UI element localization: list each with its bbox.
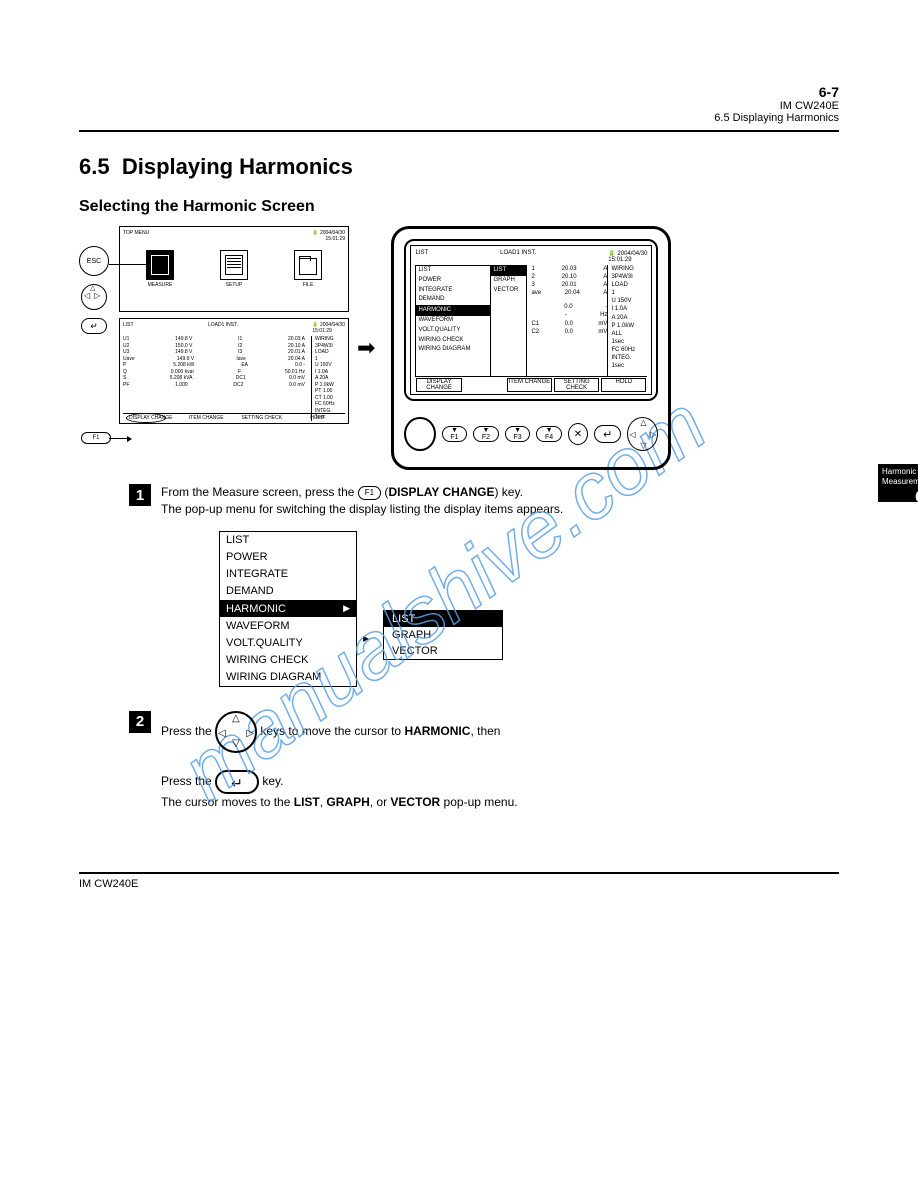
dpad-key: △▽ ◁▷ [627, 417, 658, 451]
enter-keycap-icon: ↵ [215, 770, 259, 794]
dpad-icon [81, 284, 107, 310]
setup-icon: SETUP [217, 250, 251, 290]
measure-icon: MEASURE [143, 250, 177, 290]
popup-diagram: LISTPOWERINTEGRATEDEMANDHARMONICWAVEFORM… [219, 531, 839, 687]
model-ref: IM CW240E [780, 100, 839, 112]
f1-keycap-icon: F1 [358, 486, 381, 500]
f2-key: ▼F2 [473, 426, 499, 442]
device-side: WIRING3P4W3ILOAD1U 150VI 1.0AA 20AP 1.0k… [607, 265, 647, 377]
subsection-title: Selecting the Harmonic Screen [79, 198, 839, 216]
f1-key-icon: F1 [81, 432, 111, 444]
f1-key: ▼F1 [442, 426, 468, 442]
popup-menu: LISTPOWERINTEGRATEDEMANDHARMONICWAVEFORM… [219, 531, 357, 687]
popup-submenu: LISTGRAPHVECTOR [383, 610, 503, 660]
dpad-keycap-icon: △▽◁▷ [215, 711, 257, 753]
list-panel: LIST LOAD1 INST. 🔋 2004/04/3015:01:29 U1… [119, 318, 349, 424]
top-menu-title: TOP MENU [123, 230, 149, 242]
footer-rule [79, 872, 839, 874]
step-2-badge: 2 [129, 711, 151, 733]
esc-button-icon: ESC [79, 246, 109, 276]
arrow-line-f1 [109, 438, 131, 439]
chapter-tab: Harmonic Measurement 6 [878, 464, 918, 502]
submenu-arrow-icon: ▸ [363, 631, 369, 645]
section-title: 6.5 Displaying Harmonics [79, 154, 839, 180]
f4-key: ▼F4 [536, 426, 562, 442]
transition-arrow-icon: ➡ [357, 335, 375, 361]
section-ref: 6.5 Displaying Harmonics [714, 112, 839, 124]
top-menu-panel: TOP MENU 🔋 2004/04/3015:01:29 MEASURE SE… [119, 226, 349, 312]
dial-icon [404, 417, 435, 451]
esc-key: ✕ [568, 423, 588, 445]
page-header: 6-7 IM CW240E 6.5 Displaying Harmonics [79, 84, 839, 124]
step-2-text: Press the △▽◁▷ keys to move the cursor t… [161, 711, 518, 812]
step-1-text: From the Measure screen, press the F1 (D… [161, 484, 563, 519]
footer-text: IM CW240E [79, 878, 839, 890]
header-rule [79, 130, 839, 132]
step-1-badge: 1 [129, 484, 151, 506]
enter-key-icon: ↵ [81, 318, 107, 334]
highlight-ellipse [126, 413, 166, 423]
f3-key: ▼F3 [505, 426, 531, 442]
file-icon: FILE [291, 250, 325, 290]
device-menu: LISTPOWERINTEGRATEDEMANDHARMONICWAVEFORM… [415, 265, 491, 377]
device-data: 120.03A220.10A320.01Aave20.04A0.0--HzC10… [527, 265, 607, 377]
device-submenu: LISTGRAPHVECTOR [491, 265, 527, 377]
page-number: 6-7 [819, 84, 839, 100]
device-figure: LIST LOAD1 INST. 🔋 2004/04/3015:01:29 LI… [391, 226, 671, 470]
enter-key: ↵ [594, 425, 621, 443]
